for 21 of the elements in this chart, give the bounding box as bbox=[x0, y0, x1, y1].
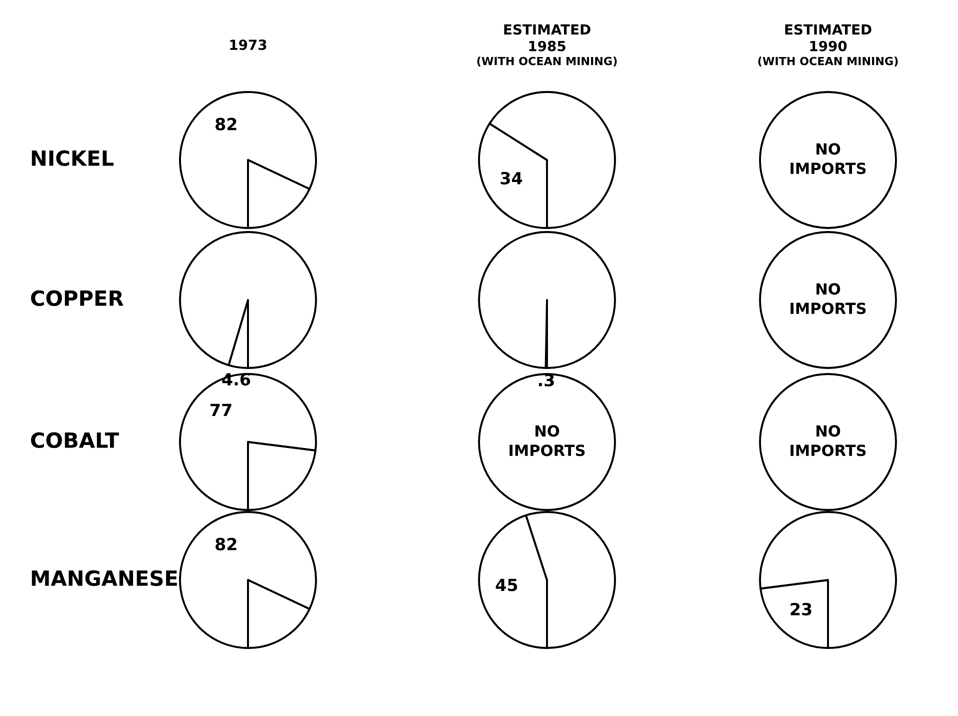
pie-slice bbox=[179, 231, 317, 369]
text: MANGANESE bbox=[32, 570, 177, 586]
text: NO IMPORTS bbox=[790, 143, 866, 174]
data-label: 82 bbox=[216, 538, 236, 550]
text: NO IMPORTS bbox=[790, 283, 866, 314]
data-label: 82 bbox=[216, 118, 236, 130]
chart-title: ESTIMATED 1985 bbox=[504, 24, 590, 52]
chart-subtitle: (WITH OCEAN MINING) bbox=[758, 56, 898, 67]
data-label: 77 bbox=[210, 404, 232, 416]
text: COPPER bbox=[31, 290, 124, 306]
chart-subtitle: (WITH OCEAN MINING) bbox=[477, 56, 617, 67]
text: COBALT bbox=[31, 432, 119, 448]
text: NICKEL bbox=[32, 150, 114, 166]
text: NO IMPORTS bbox=[510, 425, 585, 456]
text: NO IMPORTS bbox=[790, 425, 866, 456]
chart-title: 1973 bbox=[230, 40, 266, 50]
data-label: 23 bbox=[790, 602, 812, 616]
data-label: 45 bbox=[496, 578, 518, 592]
pie-slice bbox=[179, 91, 317, 229]
chart-title: ESTIMATED 1990 bbox=[785, 24, 872, 52]
data-label: 34 bbox=[500, 172, 522, 184]
